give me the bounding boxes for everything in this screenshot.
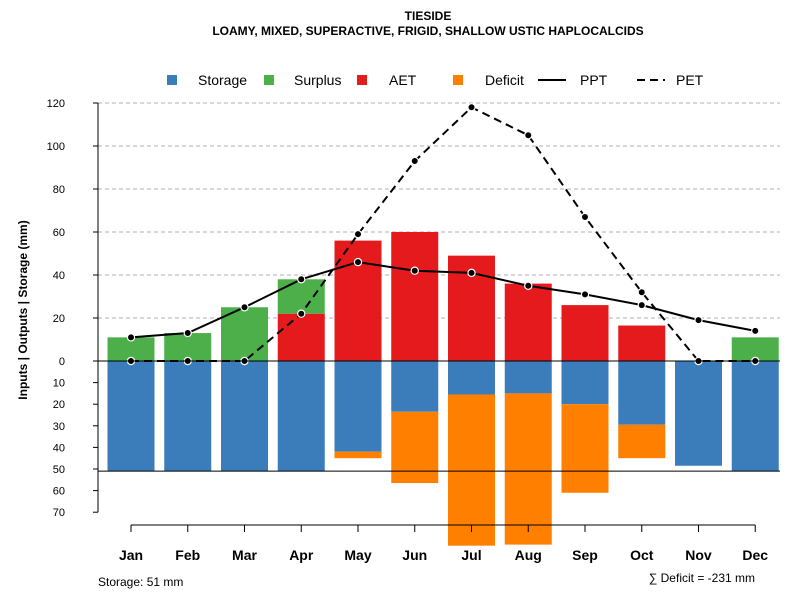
ppt-line bbox=[130, 261, 756, 339]
ppt-point bbox=[240, 303, 249, 312]
legend-pet-label: PET bbox=[676, 72, 704, 88]
ppt-point bbox=[580, 290, 590, 299]
x-tick-label: Sep bbox=[572, 547, 598, 563]
legend-aet-swatch bbox=[357, 75, 367, 85]
y-tick-label: 80 bbox=[53, 184, 65, 196]
bar-deficit bbox=[561, 404, 609, 493]
bar-storage bbox=[277, 361, 325, 472]
bar-aet bbox=[561, 305, 609, 361]
bar-storage bbox=[391, 361, 439, 412]
legend-deficit-label: Deficit bbox=[485, 72, 524, 88]
x-tick-label: Nov bbox=[685, 547, 712, 563]
bar-surplus bbox=[107, 337, 155, 361]
bar-storage bbox=[164, 361, 212, 472]
bar-deficit bbox=[448, 394, 495, 546]
bar-storage bbox=[448, 361, 495, 395]
ppt-point bbox=[751, 326, 760, 336]
deficit-summary: ∑ Deficit = -231 mm bbox=[649, 571, 755, 585]
ppt-point bbox=[694, 315, 703, 325]
x-tick-label: May bbox=[344, 547, 371, 563]
pet-point bbox=[353, 229, 363, 239]
y-tick-label: 20 bbox=[53, 399, 65, 411]
y-tick-label: 40 bbox=[53, 270, 65, 282]
bar-storage bbox=[561, 361, 609, 405]
chart-title: TIESIDE bbox=[405, 9, 452, 23]
bar-deficit bbox=[618, 424, 666, 459]
y-tick-label: 120 bbox=[47, 98, 65, 110]
bar-surplus bbox=[164, 333, 212, 361]
y-axis-label: Inputs | Outputs | Storage (mm) bbox=[16, 220, 30, 399]
bar-surplus bbox=[277, 279, 325, 314]
bar-deficit bbox=[391, 411, 439, 484]
x-tick-label: Feb bbox=[175, 547, 200, 563]
y-tick-label: 70 bbox=[53, 507, 65, 519]
y-tick-label: 30 bbox=[53, 421, 65, 433]
y-tick-label: 10 bbox=[53, 378, 65, 390]
pet-point bbox=[637, 288, 646, 297]
ppt-point bbox=[297, 275, 306, 284]
grid bbox=[98, 102, 780, 319]
y-tick-label: 60 bbox=[53, 227, 65, 239]
x-tick-label: Apr bbox=[289, 547, 314, 563]
legend-ppt-label: PPT bbox=[580, 72, 608, 88]
ppt-point bbox=[637, 300, 646, 310]
chart-subtitle: LOAMY, MIXED, SUPERACTIVE, FRIGID, SHALL… bbox=[212, 24, 643, 38]
y-tick-label: 20 bbox=[53, 313, 65, 325]
pet-point bbox=[524, 131, 533, 140]
y-tick-label: 0 bbox=[59, 356, 65, 368]
legend-storage-label: Storage bbox=[198, 72, 247, 88]
bar-storage bbox=[221, 361, 268, 472]
ppt-point bbox=[126, 333, 136, 342]
pet-point bbox=[410, 156, 419, 166]
x-tick-label: Oct bbox=[630, 547, 654, 563]
bar-aet bbox=[618, 325, 666, 361]
pet-point bbox=[580, 212, 590, 222]
ppt-point bbox=[353, 257, 363, 267]
bar-surplus bbox=[731, 337, 779, 361]
bar-deficit bbox=[504, 393, 552, 545]
pet-point bbox=[467, 103, 476, 112]
y-tick-label: 50 bbox=[53, 464, 65, 476]
y-tick-label: 100 bbox=[47, 141, 65, 153]
y-tick-label: 40 bbox=[53, 442, 65, 454]
x-tick-label: Aug bbox=[515, 547, 542, 563]
bars bbox=[107, 232, 779, 546]
bar-storage bbox=[731, 361, 779, 472]
bar-storage bbox=[618, 361, 666, 425]
ppt-point bbox=[183, 328, 192, 338]
x-tick-label: Jan bbox=[119, 547, 143, 563]
bar-storage bbox=[675, 361, 722, 466]
bar-storage bbox=[334, 361, 382, 452]
legend-surplus-swatch bbox=[264, 75, 274, 85]
x-tick-label: Jun bbox=[402, 547, 427, 563]
ppt-point bbox=[524, 281, 533, 290]
bar-storage bbox=[504, 361, 552, 394]
legend-surplus-label: Surplus bbox=[294, 72, 341, 88]
axes: 120 100 80 60 40 20 0 10 20 30 40 50 60 70 Jan Feb Mar Ap… bbox=[47, 98, 780, 563]
pet-point bbox=[297, 309, 306, 318]
bar-surplus bbox=[221, 307, 268, 361]
x-tick-label: Jul bbox=[461, 547, 481, 563]
ppt-point bbox=[410, 266, 419, 275]
legend-aet-label: AET bbox=[389, 72, 417, 88]
bar-aet bbox=[391, 232, 439, 361]
y-tick-label: 60 bbox=[53, 486, 65, 498]
bar-aet bbox=[504, 283, 552, 361]
legend-storage-swatch bbox=[167, 75, 177, 85]
ppt-point bbox=[467, 268, 476, 278]
legend: Storage Surplus AET Deficit PPT PET bbox=[167, 72, 704, 88]
bar-deficit bbox=[334, 451, 382, 459]
storage-summary: Storage: 51 mm bbox=[98, 575, 183, 589]
bar-aet bbox=[277, 313, 325, 361]
x-tick-label: Mar bbox=[232, 547, 257, 563]
x-tick-label: Dec bbox=[742, 547, 768, 563]
bar-storage bbox=[107, 361, 155, 472]
legend-deficit-swatch bbox=[453, 75, 463, 85]
